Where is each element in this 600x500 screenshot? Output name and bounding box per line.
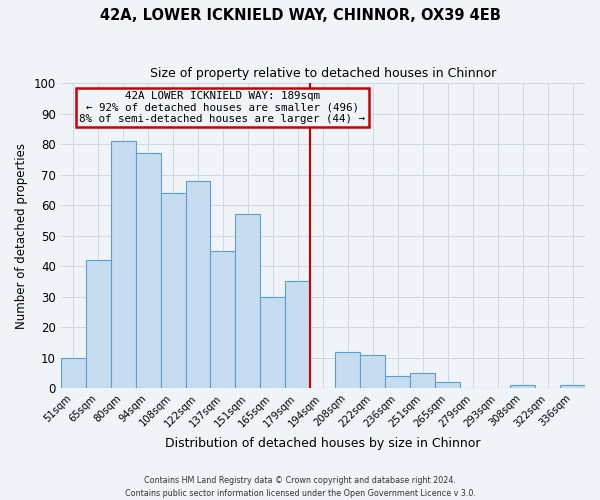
Bar — [560, 385, 585, 388]
Bar — [385, 376, 410, 388]
Bar — [161, 193, 185, 388]
Bar — [335, 352, 360, 388]
Y-axis label: Number of detached properties: Number of detached properties — [15, 142, 28, 328]
Bar — [185, 180, 211, 388]
Bar — [410, 373, 435, 388]
Bar — [286, 282, 310, 388]
Bar — [61, 358, 86, 388]
Text: Contains HM Land Registry data © Crown copyright and database right 2024.
Contai: Contains HM Land Registry data © Crown c… — [125, 476, 475, 498]
Bar — [360, 354, 385, 388]
Title: Size of property relative to detached houses in Chinnor: Size of property relative to detached ho… — [150, 68, 496, 80]
Text: 42A, LOWER ICKNIELD WAY, CHINNOR, OX39 4EB: 42A, LOWER ICKNIELD WAY, CHINNOR, OX39 4… — [100, 8, 500, 22]
Bar — [260, 296, 286, 388]
Bar — [86, 260, 110, 388]
Bar — [136, 153, 161, 388]
Bar — [435, 382, 460, 388]
Bar — [235, 214, 260, 388]
Bar — [510, 385, 535, 388]
Bar — [211, 251, 235, 388]
Bar — [110, 141, 136, 388]
X-axis label: Distribution of detached houses by size in Chinnor: Distribution of detached houses by size … — [165, 437, 481, 450]
Text: 42A LOWER ICKNIELD WAY: 189sqm
← 92% of detached houses are smaller (496)
8% of : 42A LOWER ICKNIELD WAY: 189sqm ← 92% of … — [79, 91, 365, 124]
